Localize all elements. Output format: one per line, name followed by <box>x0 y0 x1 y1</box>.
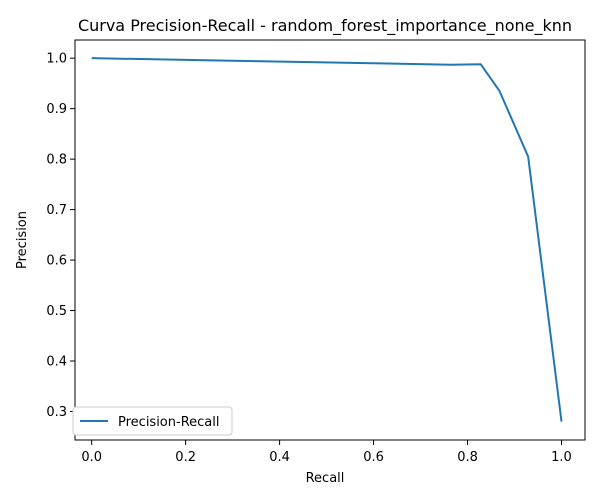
y-tick-label: 0.4 <box>46 355 67 370</box>
legend: Precision-Recall <box>72 406 233 436</box>
y-tick-label: 1.0 <box>46 52 67 67</box>
series-line-0 <box>91 57 563 422</box>
y-tick-label: 0.3 <box>46 405 67 420</box>
y-tick-label: 0.5 <box>46 304 67 319</box>
x-tick-label: 0.6 <box>363 450 384 465</box>
x-axis-title: Recall <box>306 471 345 486</box>
legend-label: Precision-Recall <box>118 415 219 430</box>
x-tick-label: 0.8 <box>457 450 478 465</box>
x-tick-label: 0.2 <box>175 450 196 465</box>
y-tick-label: 0.6 <box>46 254 67 269</box>
y-tick-label: 0.8 <box>46 153 67 168</box>
chart-title: Curva Precision-Recall - random_forest_i… <box>78 16 572 36</box>
x-tick-label: 0.4 <box>269 450 290 465</box>
y-tick-label: 0.9 <box>46 102 67 117</box>
x-tick-label: 1.0 <box>551 450 572 465</box>
x-tick-label: 0.0 <box>81 450 102 465</box>
y-tick-label: 0.7 <box>46 203 67 218</box>
axes-frame <box>74 39 586 441</box>
legend-box <box>72 406 233 436</box>
y-axis-title: Precision <box>15 211 30 269</box>
